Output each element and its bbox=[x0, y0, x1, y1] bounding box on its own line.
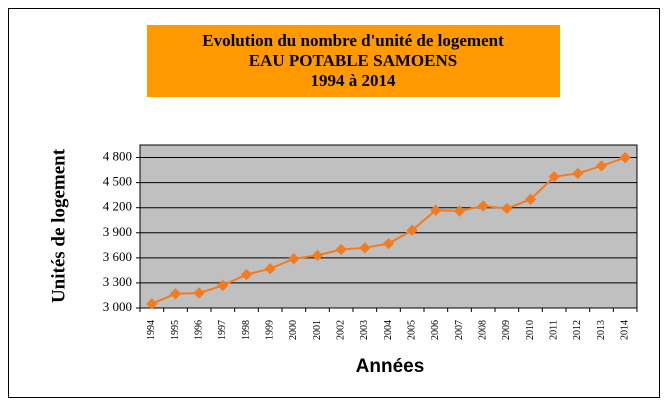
x-tick-label: 2013 bbox=[596, 320, 607, 340]
data-marker bbox=[430, 204, 442, 216]
data-marker bbox=[169, 288, 182, 300]
x-tick-label: 2003 bbox=[359, 320, 370, 340]
x-tick-label: 2012 bbox=[572, 320, 583, 340]
data-marker bbox=[595, 160, 608, 172]
y-tick-label: 4 500 bbox=[103, 174, 132, 189]
data-marker bbox=[146, 298, 158, 310]
x-tick-label: 2000 bbox=[288, 320, 299, 340]
data-marker bbox=[382, 237, 395, 250]
plot-border bbox=[139, 144, 638, 309]
x-tick-label: 1995 bbox=[170, 320, 181, 340]
y-tick-label: 4 200 bbox=[103, 199, 132, 214]
x-axis-label: Années bbox=[356, 356, 425, 377]
chart-title: EAU POTABLE SAMOENS bbox=[249, 51, 457, 70]
y-tick-label: 3 600 bbox=[103, 249, 132, 264]
data-marker bbox=[335, 243, 347, 256]
data-marker bbox=[359, 242, 371, 254]
x-tick-label: 2007 bbox=[454, 320, 465, 340]
data-marker bbox=[217, 279, 229, 292]
chart-title: Evolution du nombre d'unité de logement bbox=[202, 31, 504, 50]
data-marker bbox=[240, 268, 253, 281]
data-marker bbox=[524, 193, 537, 205]
data-marker bbox=[477, 200, 489, 212]
data-marker bbox=[501, 202, 513, 215]
x-tick-label: 1996 bbox=[193, 320, 204, 340]
data-marker bbox=[311, 249, 324, 261]
x-tick-label: 2002 bbox=[335, 320, 346, 340]
title-box bbox=[147, 25, 560, 97]
data-marker bbox=[619, 151, 631, 164]
data-marker bbox=[572, 167, 584, 180]
x-tick-label: 2014 bbox=[619, 320, 630, 340]
y-tick-label: 4 800 bbox=[103, 149, 132, 164]
x-tick-label: 1997 bbox=[217, 320, 228, 340]
x-tick-label: 2005 bbox=[406, 320, 417, 340]
y-tick-label: 3 000 bbox=[103, 299, 132, 314]
x-tick-label: 2006 bbox=[430, 320, 441, 340]
x-tick-label: 2010 bbox=[525, 320, 536, 340]
x-tick-label: 1994 bbox=[146, 320, 157, 340]
x-tick-label: 2001 bbox=[312, 320, 323, 340]
x-tick-label: 1998 bbox=[241, 320, 252, 340]
plot-area bbox=[140, 145, 637, 308]
data-marker bbox=[548, 171, 560, 183]
y-tick-label: 3 900 bbox=[103, 224, 132, 239]
data-marker bbox=[264, 263, 276, 275]
data-marker bbox=[193, 287, 205, 299]
x-tick-label: 2011 bbox=[548, 320, 559, 340]
x-tick-label: 1999 bbox=[264, 320, 275, 340]
data-marker bbox=[453, 205, 466, 217]
data-marker bbox=[406, 224, 418, 236]
x-tick-label: 2004 bbox=[383, 320, 394, 340]
x-tick-label: 2009 bbox=[501, 320, 512, 340]
y-tick-label: 3 300 bbox=[103, 274, 132, 289]
chart-title: 1994 à 2014 bbox=[311, 71, 397, 90]
y-axis-label: Unités de logement bbox=[48, 148, 69, 303]
x-tick-label: 2008 bbox=[477, 320, 488, 340]
